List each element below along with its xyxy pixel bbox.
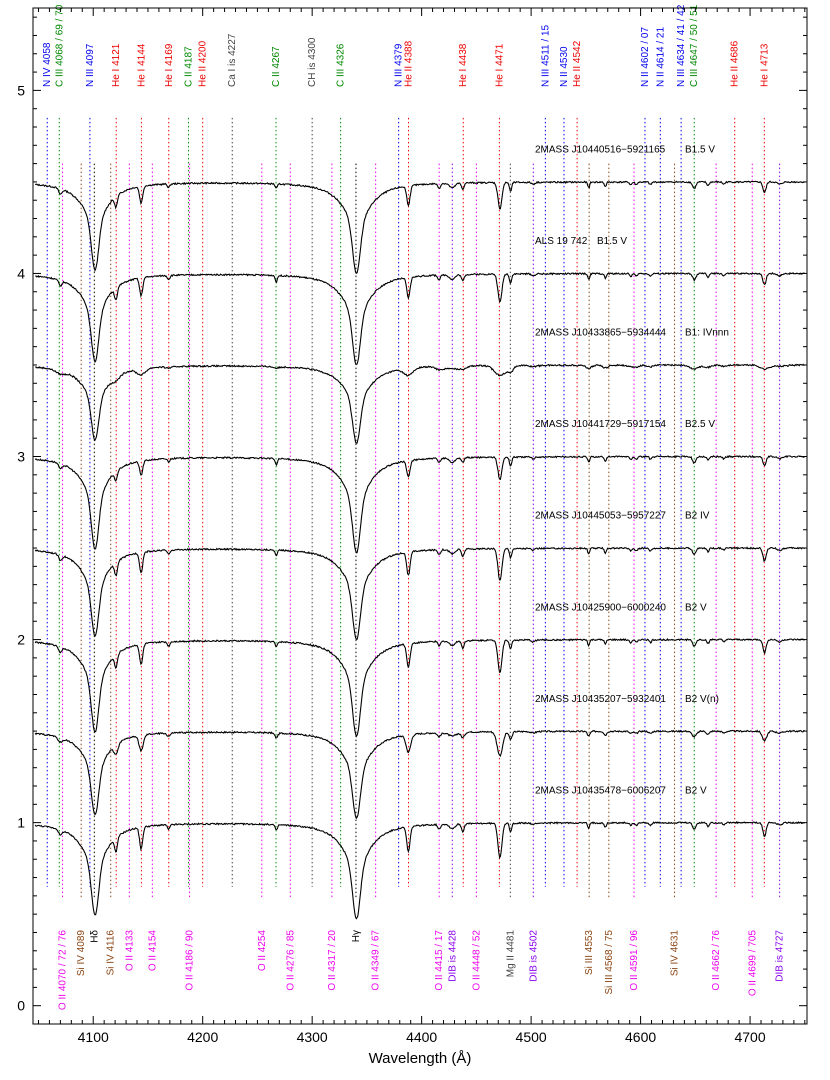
top-label-he-i-4121: He I 4121 xyxy=(111,43,122,87)
bottom-label-o-ii-4591-96: O II 4591 / 96 xyxy=(629,930,640,991)
series-sptype-2mass-j10440516-5921165: B1.5 V xyxy=(685,145,715,156)
bottom-label-o-ii-4254: O II 4254 xyxy=(257,930,268,972)
x-tick-label: 4300 xyxy=(297,1029,328,1045)
bottom-label-o-ii-4317-20: O II 4317 / 20 xyxy=(327,930,338,991)
top-label-n-iii-4097: N III 4097 xyxy=(85,43,96,87)
top-label-n-iv-4058: N IV 4058 xyxy=(42,42,53,87)
top-label-c-ii-4187: C II 4187 xyxy=(183,46,194,87)
spectra-series xyxy=(34,180,806,920)
y-tick-label: 0 xyxy=(17,998,25,1014)
series-sptype-2mass-j10441729-5917154: B2.5 V xyxy=(685,419,715,430)
bottom-label-o-ii-4699-705: O II 4699 / 705 xyxy=(747,930,758,997)
top-label-n-iii-4511-15: N III 4511 / 15 xyxy=(540,24,551,87)
series-sptype-2mass-j10433865-5934444: B1: IVnnn xyxy=(685,328,729,339)
series-labels: 2MASS J10440516−5921165 B1.5 V ALS 19 742 B… xyxy=(535,145,729,797)
spectrum-line-als-19-742 xyxy=(35,271,805,366)
series-name-2mass-j10441729-5917154: 2MASS J10441729−5917154 xyxy=(535,419,666,430)
bottom-label-dib-is-4428: DIB is 4428 xyxy=(447,930,458,982)
y-tick-label: 3 xyxy=(17,449,25,465)
top-label-he-i-4713: He I 4713 xyxy=(759,43,770,87)
top-label-he-ii-4200: He II 4200 xyxy=(198,40,209,87)
plot-frame xyxy=(32,7,808,1025)
bottom-label-si-iv-4089: Si IV 4089 xyxy=(76,930,87,977)
top-label-he-i-4471: He I 4471 xyxy=(494,43,505,87)
bottom-label-h: Hδ xyxy=(89,930,100,943)
bottom-label-o-ii-4154: O II 4154 xyxy=(147,930,158,972)
x-axis-label: Wavelength (Å) xyxy=(369,1050,472,1067)
x-tick-label: 4700 xyxy=(734,1029,765,1045)
bottom-label-o-ii-4662-76: O II 4662 / 76 xyxy=(711,930,722,991)
series-sptype-2mass-j10445053-5957227: B2 IV xyxy=(685,511,710,522)
top-label-n-iii-4634-41-42: N III 4634 / 41 / 42 xyxy=(676,4,687,87)
spectrum-line-2mass-j10433865-5934444 xyxy=(34,363,805,444)
x-tick-label: 4500 xyxy=(516,1029,547,1045)
top-label-c-iii-4068-69-70: C III 4068 / 69 / 70 xyxy=(54,4,65,87)
spectrum-line-2mass-j10435478-6006207 xyxy=(34,821,805,920)
spectrum-line-2mass-j10435207-5932401 xyxy=(34,729,805,820)
x-tick-label: 4600 xyxy=(625,1029,656,1045)
bottom-label-o-ii-4415-17: O II 4415 / 17 xyxy=(434,930,445,991)
top-label-c-iii-4647-50-51: C III 4647 / 50 / 51 xyxy=(689,4,700,87)
bottom-label-o-ii-4133: O II 4133 xyxy=(124,930,135,972)
top-label-n-ii-4530: N II 4530 xyxy=(559,46,570,87)
series-sptype-als-19-742: B1.5 V xyxy=(597,236,627,247)
spectrum-line-2mass-j10425900-6000240 xyxy=(34,637,805,738)
bottom-label-mg-ii-4481: Mg II 4481 xyxy=(505,930,516,978)
top-label-he-i-4169: He I 4169 xyxy=(164,43,175,87)
bottom-label-dib-is-4502: DIB is 4502 xyxy=(528,930,539,982)
bottom-label-si-iii-4568-75: Si III 4568 / 75 xyxy=(604,930,615,995)
series-name-2mass-j10435478-6006207: 2MASS J10435478−6006207 xyxy=(535,785,666,796)
y-tick-label: 4 xyxy=(17,265,25,281)
bottom-label-o-ii-4070-72-76: O II 4070 / 72 / 76 xyxy=(58,930,69,1010)
top-label-c-ii-4267: C II 4267 xyxy=(271,46,282,87)
spectrum-line-2mass-j10440516-5921165 xyxy=(35,180,805,275)
series-sptype-2mass-j10425900-6000240: B2 V xyxy=(685,602,707,613)
top-line-labels: N IV 4058 C III 4068 / 69 / 70 N III 4097 H… xyxy=(42,4,770,87)
bottom-label-o-ii-4349-67: O II 4349 / 67 xyxy=(371,930,382,991)
bottom-label-si-iv-4116: Si IV 4116 xyxy=(106,930,117,976)
top-label-he-i-4144: He I 4144 xyxy=(136,43,147,87)
top-label-ch-is-4300: CH is 4300 xyxy=(307,37,318,87)
bottom-label-dib-is-4727: DIB is 4727 xyxy=(775,930,786,982)
spectrum-line-2mass-j10445053-5957227 xyxy=(34,546,806,640)
x-tick-label: 4400 xyxy=(406,1029,437,1045)
series-sptype-2mass-j10435207-5932401: B2 V(n) xyxy=(685,694,719,705)
bottom-label-o-ii-4276-85: O II 4276 / 85 xyxy=(285,930,296,991)
y-tick-label: 1 xyxy=(17,815,25,831)
series-name-2mass-j10425900-6000240: 2MASS J10425900−6000240 xyxy=(535,602,666,613)
x-tick-label: 4200 xyxy=(187,1029,218,1045)
spectrum-line-2mass-j10441729-5917154 xyxy=(34,454,806,554)
line-markers xyxy=(46,117,781,900)
bottom-line-labels: O II 4070 / 72 / 76 Si IV 4089 Hδ Si IV 411… xyxy=(58,930,786,1010)
x-tick-label: 4100 xyxy=(78,1029,109,1045)
bottom-label-si-iv-4631: Si IV 4631 xyxy=(670,930,681,977)
bottom-label-o-ii-4186-90: O II 4186 / 90 xyxy=(185,930,196,991)
bottom-label-h: Hγ xyxy=(351,930,362,942)
top-label-he-i-4438: He I 4438 xyxy=(458,43,469,87)
series-name-2mass-j10433865-5934444: 2MASS J10433865−5934444 xyxy=(535,328,666,339)
bottom-label-o-ii-4448-52: O II 4448 / 52 xyxy=(471,930,482,991)
axes: 4100 4200 4300 4400 4500 4600 4700 0 1 2 3 4 5 xyxy=(17,8,807,1045)
top-label-ca-i-is-4227: Ca I is 4227 xyxy=(227,33,238,87)
series-name-2mass-j10440516-5921165: 2MASS J10440516−5921165 xyxy=(535,145,666,156)
top-label-n-iii-4379: N III 4379 xyxy=(394,43,405,87)
top-label-he-ii-4686: He II 4686 xyxy=(730,40,741,87)
top-label-c-iii-4326: C III 4326 xyxy=(336,43,347,87)
top-label-n-ii-4614-21: N II 4614 / 21 xyxy=(655,27,666,87)
series-sptype-2mass-j10435478-6006207: B2 V xyxy=(685,785,707,796)
top-label-he-ii-4542: He II 4542 xyxy=(572,40,583,87)
series-name-als-19-742: ALS 19 742 xyxy=(535,236,588,247)
top-label-n-ii-4602-07: N II 4602 / 07 xyxy=(640,27,651,87)
top-label-he-ii-4388: He II 4388 xyxy=(404,40,415,87)
series-name-2mass-j10445053-5957227: 2MASS J10445053−5957227 xyxy=(535,511,666,522)
y-tick-label: 5 xyxy=(17,82,25,98)
y-tick-label: 2 xyxy=(17,632,25,648)
series-name-2mass-j10435207-5932401: 2MASS J10435207−5932401 xyxy=(535,694,666,705)
bottom-label-si-iii-4553: Si III 4553 xyxy=(584,930,595,975)
